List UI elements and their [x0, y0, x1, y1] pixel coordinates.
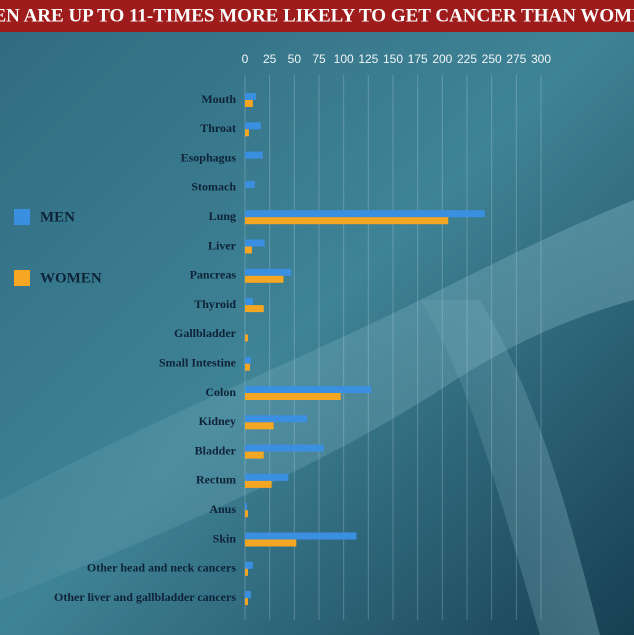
legend-label: MEN: [40, 209, 75, 225]
y-tick-label: Skin: [213, 531, 237, 545]
bar: [245, 386, 372, 393]
x-tick-label: 225: [457, 52, 477, 66]
x-tick-label: 250: [482, 52, 502, 66]
y-tick-label: Bladder: [195, 443, 237, 457]
x-tick-label: 125: [358, 52, 378, 66]
bar: [245, 561, 253, 569]
bar: [245, 239, 265, 247]
bar: [245, 275, 284, 283]
x-tick-label: 150: [383, 52, 403, 66]
x-tick-label: 75: [312, 52, 326, 66]
title-bar: [0, 0, 634, 32]
y-tick-label: Esophagus: [181, 150, 237, 164]
bar: [245, 451, 264, 459]
x-tick-label: 175: [408, 52, 428, 66]
y-tick-label: Kidney: [199, 414, 236, 428]
decor-vessel: [420, 300, 600, 635]
bar: [245, 305, 264, 313]
bar: [245, 532, 357, 540]
chart-title: MEN ARE UP TO 11-TIMES MORE LIKELY TO GE…: [0, 5, 634, 26]
x-tick-label: 100: [334, 52, 354, 66]
y-tick-label: Other liver and gallbladder cancers: [54, 590, 236, 604]
y-tick-label: Anus: [209, 502, 236, 516]
bar: [245, 129, 249, 137]
bar: [245, 210, 485, 218]
bar: [245, 393, 341, 400]
bar: [245, 415, 308, 423]
y-tick-label: Liver: [208, 238, 237, 252]
y-tick-label: Pancreas: [190, 268, 237, 282]
bar: [245, 100, 253, 107]
bar: [245, 591, 251, 599]
bar: [245, 473, 289, 481]
y-tick-label: Mouth: [201, 92, 236, 106]
x-tick-label: 0: [242, 52, 249, 66]
bar: [245, 539, 297, 547]
x-tick-label: 50: [288, 52, 302, 66]
bar: [245, 180, 255, 188]
x-tick-label: 300: [531, 52, 551, 66]
bar: [245, 268, 292, 276]
y-tick-label: Thyroid: [194, 297, 236, 311]
bar: [245, 444, 324, 452]
bar: [245, 356, 251, 364]
bar: [245, 93, 256, 100]
y-tick-label: Small Intestine: [159, 355, 237, 369]
bar: [245, 510, 248, 518]
y-tick-label: Gallbladder: [174, 326, 237, 340]
bar: [245, 334, 248, 342]
bar: [245, 422, 274, 430]
y-tick-label: Lung: [209, 209, 236, 223]
bar: [245, 122, 261, 130]
bar: [245, 598, 248, 606]
bar: [245, 151, 263, 159]
x-tick-label: 200: [432, 52, 452, 66]
bar: [245, 298, 253, 306]
legend-swatch: [14, 270, 30, 286]
y-tick-label: Colon: [205, 385, 236, 399]
bar: [245, 568, 248, 576]
legend-label: WOMEN: [40, 270, 102, 286]
legend-swatch: [14, 209, 30, 225]
bar: [245, 246, 252, 254]
y-tick-label: Throat: [200, 121, 236, 135]
y-tick-label: Stomach: [191, 180, 236, 194]
y-tick-label: Rectum: [196, 473, 236, 487]
bar: [245, 503, 247, 511]
x-tick-label: 25: [263, 52, 277, 66]
y-tick-label: Other head and neck cancers: [87, 561, 236, 575]
bar: [245, 217, 449, 225]
x-tick-label: 275: [506, 52, 526, 66]
bar: [245, 480, 272, 488]
bar: [245, 363, 250, 371]
